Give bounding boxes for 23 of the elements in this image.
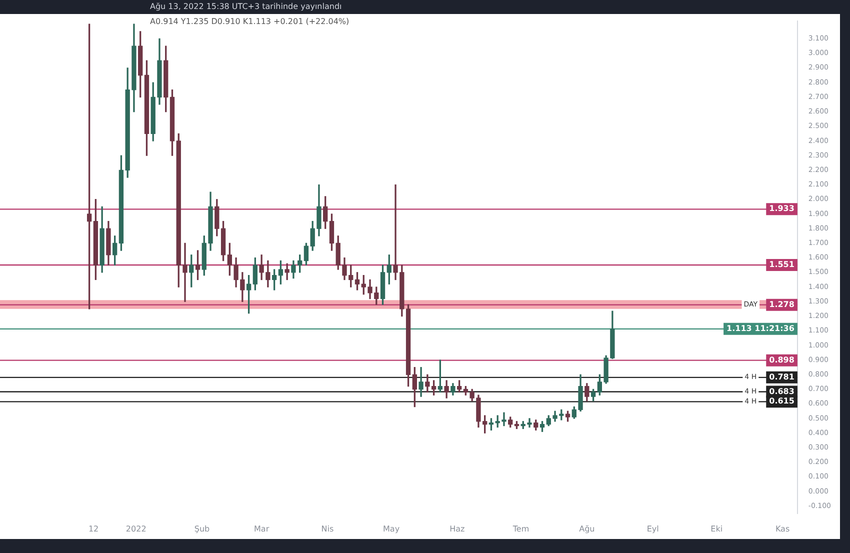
x-tick-label: 12 [88,524,99,534]
ref-line-label: 1.551 [769,260,795,270]
ref-line-label: 1.278 [769,300,795,309]
ref-line-label: 0.898 [769,355,795,364]
x-tick-label: Kas [775,524,790,534]
ref-line-label: 1.933 [769,204,794,214]
x-tick-label: Eyl [646,524,659,534]
x-tick-label: Ağu [579,524,595,534]
x-tick-label: 2022 [126,524,146,534]
x-tick-label: Mar [254,524,270,534]
x-tick-label: Tem [512,524,530,534]
x-tick-label: Eki [710,524,723,534]
annotation: A0.914 Y1.235 D0.910 K1.113 +0.201 (+22.04%) [150,17,350,26]
x-tick-label: Şub [194,524,210,534]
x-tick-label: Nis [321,524,334,534]
candlestick [284,263,290,280]
x-tick-label: Haz [450,524,465,534]
ref-line-label: 0.781 [769,372,795,382]
ref-line-label: 0.615 [769,396,795,406]
ref-line-label: 0.683 [769,386,794,396]
text: Ağu 13, 2022 15:38 UTC+3 tarihinde yayınlandı [149,1,343,13]
x-tick-label: May [383,524,400,534]
ref-line-label: 1.113 11:21:36 [726,324,795,334]
